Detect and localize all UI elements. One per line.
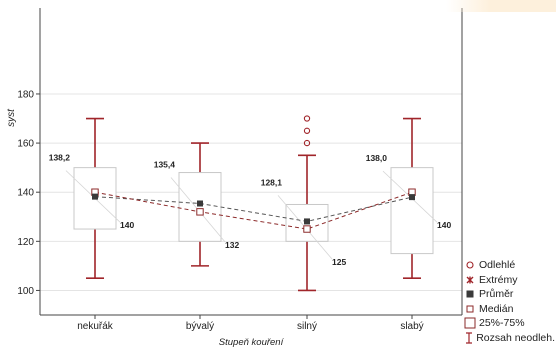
legend-item-whisker: Rozsah neodleh. bbox=[463, 331, 555, 346]
mean-point bbox=[92, 193, 98, 200]
y-tick-label: 160 bbox=[17, 139, 34, 150]
outlier-point bbox=[303, 127, 311, 134]
mean-point bbox=[197, 200, 203, 207]
markers bbox=[91, 115, 416, 233]
median-label: 140 bbox=[437, 220, 451, 230]
iqr-box bbox=[390, 167, 434, 255]
legend-item-outliers: Odlehlé bbox=[463, 258, 555, 273]
median-label: 140 bbox=[120, 220, 134, 230]
x-tick-label: nekuřák bbox=[77, 321, 114, 332]
y-tick-label: 120 bbox=[17, 237, 34, 248]
star-icon bbox=[463, 275, 477, 285]
median-line bbox=[94, 191, 413, 230]
median-point bbox=[196, 208, 204, 216]
legend-label: Rozsah neodleh. bbox=[476, 331, 555, 344]
iqr-box bbox=[178, 172, 222, 242]
mean-median-lines bbox=[94, 191, 413, 230]
mean-label: 138,0 bbox=[366, 153, 388, 163]
legend-label: Odlehlé bbox=[479, 259, 516, 272]
tick-labels: 100 120 140 160 180 nekuřák bývalý silný slabý bbox=[17, 89, 423, 332]
corner-highlight bbox=[446, 0, 556, 12]
legend-item-median: Medián bbox=[463, 302, 555, 317]
filled-square-icon bbox=[463, 289, 477, 299]
x-tick-label: bývalý bbox=[186, 321, 214, 332]
box-icon bbox=[463, 317, 477, 329]
x-tick-label: silný bbox=[297, 321, 317, 332]
axes bbox=[39, 8, 463, 316]
median-label: 132 bbox=[225, 240, 239, 250]
mean-label: 128,1 bbox=[261, 177, 283, 187]
mean-point bbox=[304, 218, 310, 225]
legend: Odlehlé Extrémy Průměr Medián 25%-75% Ro… bbox=[463, 258, 555, 345]
boxes bbox=[65, 117, 438, 292]
circle-open-icon bbox=[463, 260, 477, 270]
mean-label: 135,4 bbox=[154, 159, 176, 169]
legend-label: Extrémy bbox=[479, 273, 518, 286]
y-tick-label: 140 bbox=[17, 188, 34, 199]
mean-label: 138,2 bbox=[49, 153, 71, 163]
legend-item-mean: Průměr bbox=[463, 287, 555, 302]
y-tick-label: 100 bbox=[17, 286, 34, 297]
median-point bbox=[303, 225, 311, 233]
mean-line bbox=[94, 196, 413, 222]
legend-label: 25%-75% bbox=[479, 317, 525, 330]
whisker-icon bbox=[463, 332, 474, 344]
x-tick-label: slabý bbox=[400, 321, 423, 332]
legend-item-extremes: Extrémy bbox=[463, 273, 555, 288]
legend-label: Průměr bbox=[479, 288, 514, 301]
median-label: 125 bbox=[332, 257, 346, 267]
y-axis-title: syst bbox=[6, 108, 17, 127]
outlier-point bbox=[303, 139, 311, 147]
legend-label: Medián bbox=[479, 302, 514, 315]
outlier-point bbox=[303, 115, 311, 122]
mean-point bbox=[409, 194, 415, 201]
open-square-icon bbox=[463, 304, 477, 314]
y-tick-label: 180 bbox=[17, 89, 34, 100]
iqr-box bbox=[285, 203, 329, 242]
value-labels: 138,2 140 135,4 132 128,1 125 138,0 140 bbox=[49, 153, 452, 267]
x-axis-title: Stupeň kouření bbox=[219, 337, 285, 347]
legend-item-box: 25%-75% bbox=[463, 316, 555, 331]
